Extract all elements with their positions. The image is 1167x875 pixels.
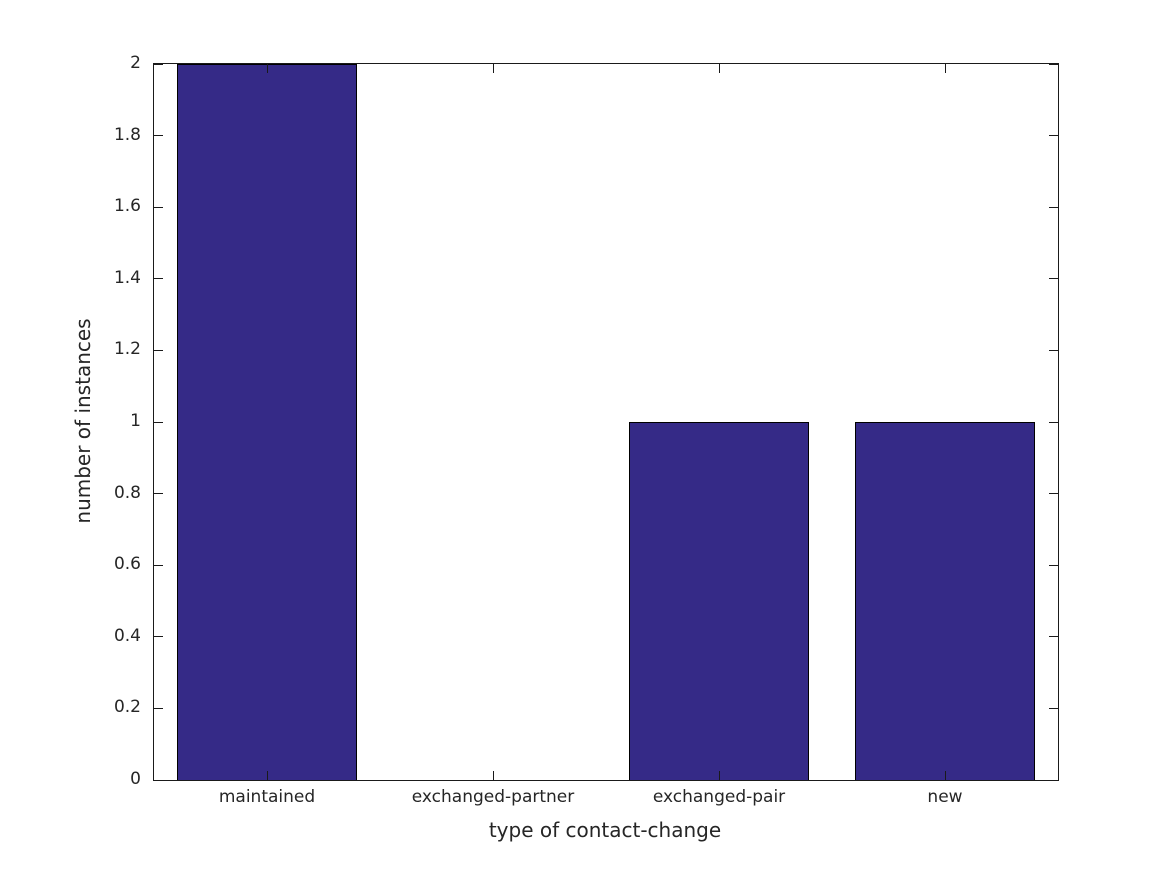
y-tick-mark <box>154 493 163 495</box>
y-tick-mark-right <box>1049 278 1058 280</box>
y-tick-mark-right <box>1049 421 1058 423</box>
y-tick-mark <box>154 278 163 280</box>
x-tick-label: exchanged-partner <box>411 787 575 807</box>
y-tick-mark-right <box>1049 206 1058 208</box>
y-tick-mark <box>154 135 163 137</box>
y-tick-mark <box>154 707 163 709</box>
x-tick-mark <box>944 771 946 780</box>
y-tick-label: 0.8 <box>113 482 141 503</box>
y-tick-mark <box>154 206 163 208</box>
y-tick-label: 1.2 <box>113 339 141 360</box>
y-tick-label: 1.4 <box>113 267 141 288</box>
x-tick-mark-top <box>266 64 268 73</box>
x-tick-label: new <box>927 787 963 807</box>
y-tick-label: 1 <box>130 411 141 432</box>
y-tick-mark <box>154 636 163 638</box>
x-tick-mark-top <box>944 64 946 73</box>
y-tick-label: 0 <box>130 769 141 790</box>
y-tick-label: 0.6 <box>113 554 141 575</box>
x-tick-mark <box>718 771 720 780</box>
x-tick-label: exchanged-pair <box>652 787 786 807</box>
y-tick-mark-right <box>1049 349 1058 351</box>
bar-exchanged-pair <box>628 422 810 780</box>
x-axis-label: type of contact-change <box>488 818 722 842</box>
y-tick-mark-right <box>1049 564 1058 566</box>
y-tick-mark-right <box>1049 63 1058 65</box>
bar-maintained <box>176 64 358 780</box>
y-tick-mark <box>154 421 163 423</box>
y-axis-label: number of instances <box>71 318 95 524</box>
y-tick-mark-right <box>1049 493 1058 495</box>
y-tick-mark-right <box>1049 636 1058 638</box>
y-tick-mark-right <box>1049 707 1058 709</box>
y-tick-label: 2 <box>130 53 141 74</box>
x-tick-mark-top <box>492 64 494 73</box>
y-tick-mark <box>154 779 163 781</box>
x-tick-mark-top <box>718 64 720 73</box>
y-tick-mark <box>154 564 163 566</box>
bar-new <box>854 422 1036 780</box>
x-tick-mark <box>492 771 494 780</box>
x-tick-mark <box>266 771 268 780</box>
y-tick-mark-right <box>1049 779 1058 781</box>
y-tick-mark <box>154 63 163 65</box>
y-tick-label: 1.8 <box>113 124 141 145</box>
y-tick-mark-right <box>1049 135 1058 137</box>
x-tick-label: maintained <box>218 787 316 807</box>
y-tick-mark <box>154 349 163 351</box>
y-tick-label: 0.4 <box>113 625 141 646</box>
y-tick-label: 0.2 <box>113 697 141 718</box>
y-tick-label: 1.6 <box>113 196 141 217</box>
plot-area: 0 0.2 0.4 0.6 0.8 1 1.2 1.4 1.6 1.8 2 maintained exc… <box>114 55 1059 806</box>
